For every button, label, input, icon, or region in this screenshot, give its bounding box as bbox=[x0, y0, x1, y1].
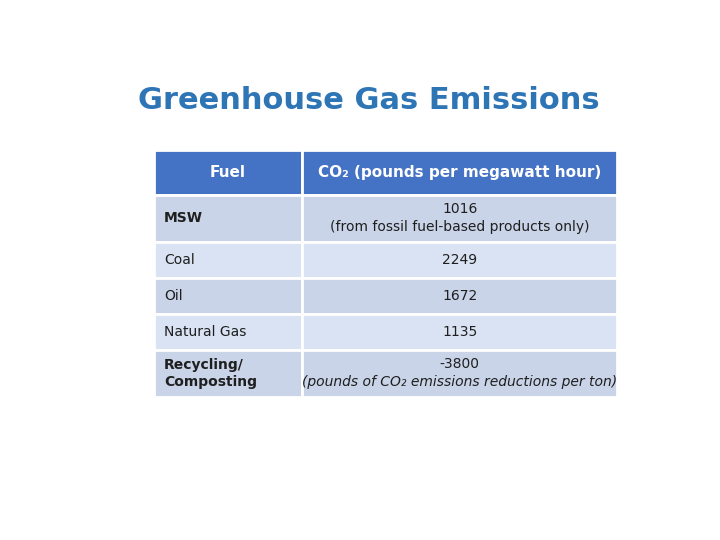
Text: 1135: 1135 bbox=[442, 325, 477, 339]
Text: Fuel: Fuel bbox=[210, 165, 246, 180]
Text: Natural Gas: Natural Gas bbox=[164, 325, 246, 339]
Text: 1016: 1016 bbox=[442, 202, 477, 216]
Text: CO₂ (pounds per megawatt hour): CO₂ (pounds per megawatt hour) bbox=[318, 165, 601, 180]
FancyBboxPatch shape bbox=[154, 350, 302, 396]
Text: MSW: MSW bbox=[164, 211, 203, 225]
FancyBboxPatch shape bbox=[302, 150, 617, 195]
FancyBboxPatch shape bbox=[154, 241, 302, 278]
FancyBboxPatch shape bbox=[302, 278, 617, 314]
FancyBboxPatch shape bbox=[302, 195, 617, 241]
Text: Greenhouse Gas Emissions: Greenhouse Gas Emissions bbox=[138, 86, 600, 114]
Text: -3800: -3800 bbox=[440, 357, 480, 371]
FancyBboxPatch shape bbox=[302, 314, 617, 350]
FancyBboxPatch shape bbox=[302, 350, 617, 396]
FancyBboxPatch shape bbox=[154, 150, 302, 195]
FancyBboxPatch shape bbox=[154, 195, 302, 241]
FancyBboxPatch shape bbox=[154, 278, 302, 314]
FancyBboxPatch shape bbox=[302, 241, 617, 278]
Text: (pounds of CO₂ emissions reductions per ton): (pounds of CO₂ emissions reductions per … bbox=[302, 375, 617, 389]
Text: Recycling/
Composting: Recycling/ Composting bbox=[164, 357, 257, 389]
Text: 1672: 1672 bbox=[442, 289, 477, 303]
Text: Oil: Oil bbox=[164, 289, 183, 303]
FancyBboxPatch shape bbox=[154, 314, 302, 350]
Text: (from fossil fuel-based products only): (from fossil fuel-based products only) bbox=[330, 220, 590, 234]
Text: 2249: 2249 bbox=[442, 253, 477, 267]
Text: Coal: Coal bbox=[164, 253, 195, 267]
